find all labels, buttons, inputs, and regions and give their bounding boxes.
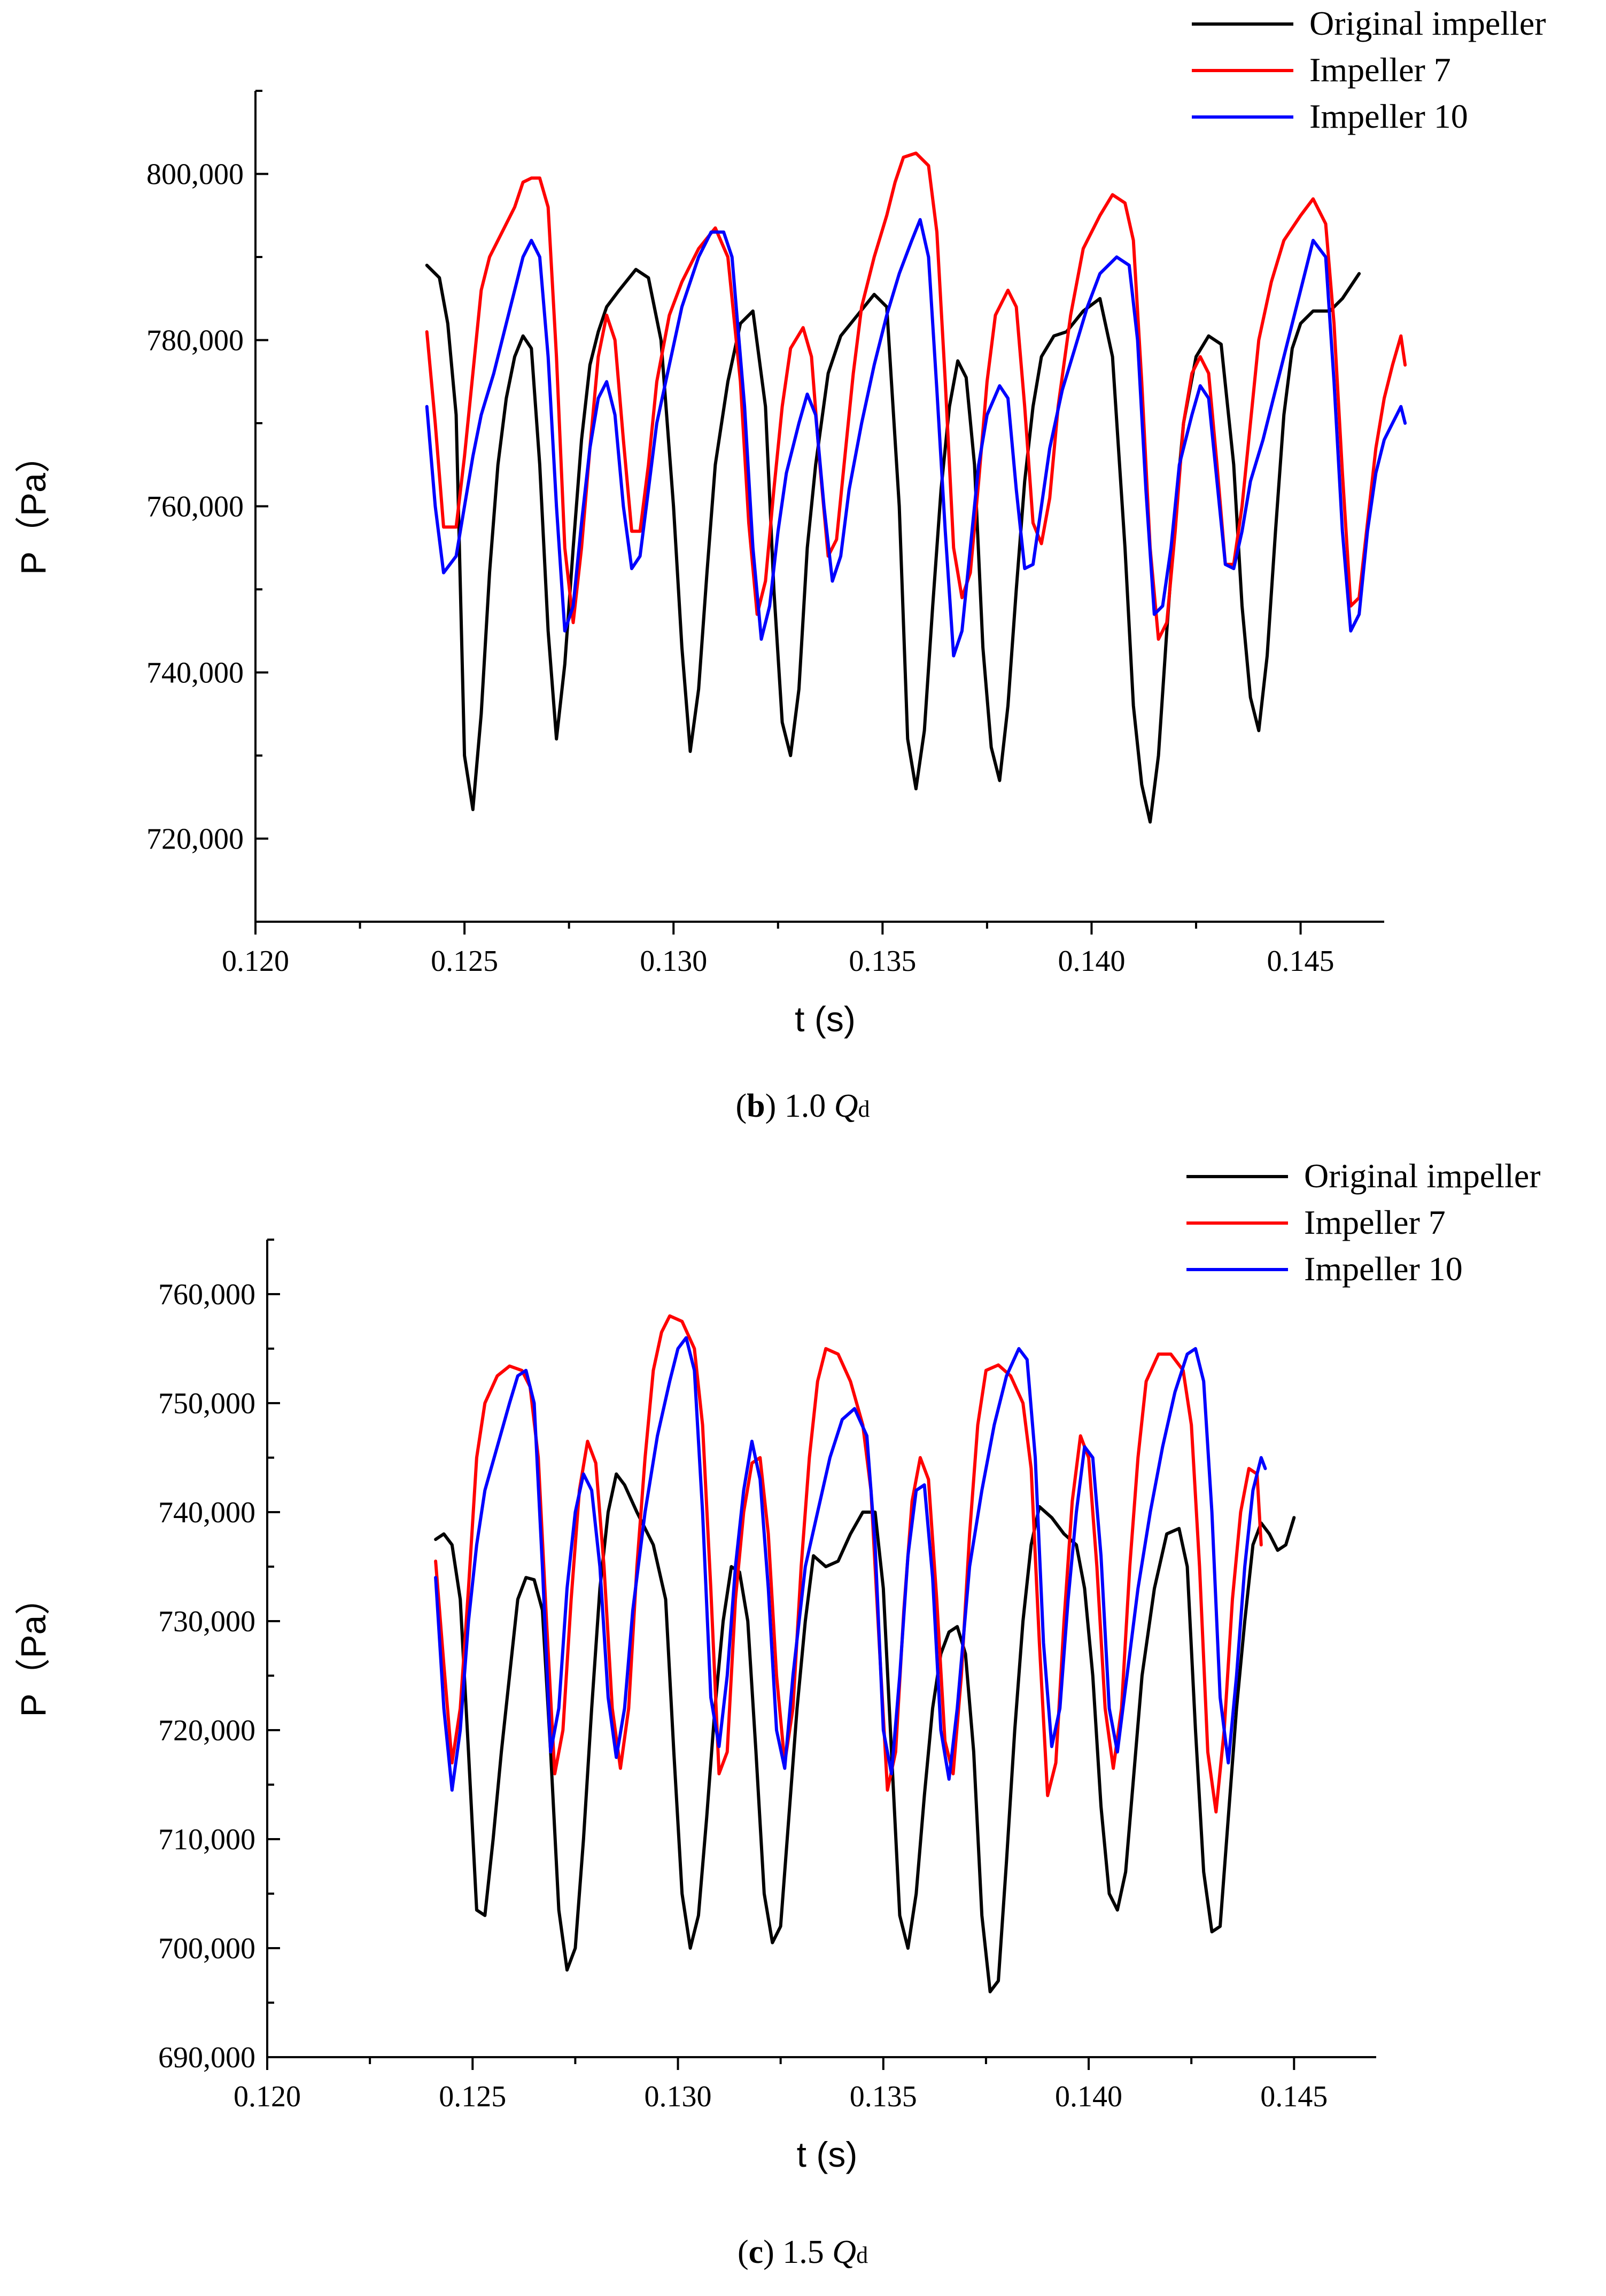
y-axis-title: P（Pa） <box>13 1580 53 1717</box>
legend-label: Impeller 10 <box>1304 1250 1463 1288</box>
y-tick-label: 750,000 <box>158 1387 255 1420</box>
caption-q: Q <box>834 1088 858 1124</box>
legend-label: Impeller 7 <box>1304 1203 1446 1241</box>
caption-letter: c <box>749 2234 764 2270</box>
legend-label: Impeller 10 <box>1309 97 1468 135</box>
figure-caption: (b) 1.0 Qd <box>735 1088 870 1124</box>
y-tick-label: 780,000 <box>146 324 244 357</box>
y-tick-label: 720,000 <box>158 1714 255 1747</box>
y-tick-label: 740,000 <box>146 657 244 690</box>
caption-paren: ( <box>735 1088 747 1124</box>
y-tick-label: 710,000 <box>158 1823 255 1856</box>
series-line-impeller-7 <box>434 1314 1263 1814</box>
x-tick-label: 0.130 <box>640 945 707 978</box>
caption-paren: ) <box>765 1088 785 1124</box>
x-tick-label: 0.135 <box>850 2080 917 2113</box>
x-tick-label: 0.125 <box>439 2080 506 2113</box>
x-tick-label: 0.125 <box>431 945 498 978</box>
y-tick-label: 730,000 <box>158 1605 255 1638</box>
caption-letter: b <box>747 1088 765 1124</box>
legend-label: Original impeller <box>1309 4 1546 42</box>
x-tick-label: 0.140 <box>1058 945 1125 978</box>
caption-subscript: d <box>858 1096 870 1122</box>
x-tick-label: 0.120 <box>234 2080 301 2113</box>
caption-subscript: d <box>856 2242 868 2268</box>
y-tick-label: 720,000 <box>146 823 244 856</box>
x-tick-label: 0.130 <box>645 2080 712 2113</box>
series-line-original-impeller <box>434 1472 1296 1994</box>
x-tick-label: 0.120 <box>222 945 289 978</box>
y-tick-label: 740,000 <box>158 1496 255 1529</box>
chart-panel-c: 0.120 0.125 0.130 0.135 0.140 0.145 690,000 700… <box>13 1157 1541 2270</box>
series-line-impeller-10 <box>425 218 1407 658</box>
x-axis-title: t (s) <box>797 2135 858 2174</box>
y-tick-label: 690,000 <box>158 2041 255 2074</box>
legend: Original impeller Impeller 7 Impeller 10 <box>1192 4 1546 135</box>
series-line-original-impeller <box>425 263 1361 824</box>
caption-paren: ) <box>763 2234 782 2270</box>
series-line-impeller-10 <box>434 1336 1267 1792</box>
caption-flow: 1.5 <box>782 2234 824 2270</box>
x-axis-title: t (s) <box>795 999 856 1039</box>
legend-label: Impeller 7 <box>1309 51 1451 89</box>
y-axis-title: P（Pa） <box>13 438 53 575</box>
y-tick-label: 700,000 <box>158 1932 255 1965</box>
x-tick-label: 0.140 <box>1055 2080 1122 2113</box>
x-tick-label: 0.145 <box>1260 2080 1328 2113</box>
caption-q: Q <box>832 2234 856 2270</box>
figure-caption: (c) 1.5 Qd <box>738 2234 868 2270</box>
x-tick-label: 0.145 <box>1267 945 1335 978</box>
caption-space <box>824 2234 833 2270</box>
series-line-impeller-7 <box>425 151 1407 641</box>
x-tick-label: 0.135 <box>849 945 916 978</box>
y-tick-label: 760,000 <box>158 1278 255 1311</box>
caption-flow: 1.0 <box>785 1088 826 1124</box>
y-tick-label: 760,000 <box>146 491 244 524</box>
caption-space <box>826 1088 834 1124</box>
chart-panel-b: 0.120 0.125 0.130 0.135 0.140 0.145 720,000 740… <box>13 4 1546 1124</box>
legend-label: Original impeller <box>1304 1157 1541 1195</box>
caption-paren: ( <box>738 2234 749 2270</box>
legend: Original impeller Impeller 7 Impeller 10 <box>1186 1157 1541 1288</box>
y-tick-label: 800,000 <box>146 158 244 191</box>
